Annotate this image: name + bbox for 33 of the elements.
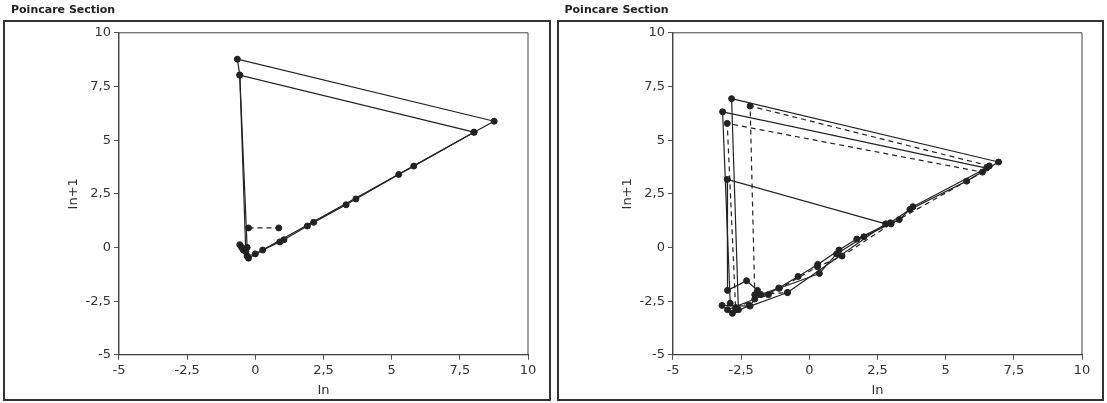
x-tick-label: -5 — [112, 361, 126, 377]
y-tick-label: -5 — [98, 346, 111, 362]
x-tick-label: 0 — [804, 361, 813, 377]
x-tick-label: 10 — [519, 361, 537, 377]
y-tick-label: 0 — [102, 238, 111, 254]
y-tick-label: 5 — [102, 131, 111, 147]
chart-title: Poincare Section — [10, 2, 117, 18]
y-tick-label: 0 — [656, 238, 665, 254]
y-tick-label: -5 — [651, 346, 665, 362]
x-tick-label: 5 — [387, 361, 396, 377]
x-tick-label: 7,5 — [1002, 361, 1024, 377]
y-tick-label: 10 — [94, 24, 111, 40]
y-tick-label: -2,5 — [639, 292, 665, 308]
x-axis-title: In — [870, 381, 884, 397]
x-tick-label: 2,5 — [866, 361, 888, 377]
x-tick-label: 10 — [1073, 361, 1090, 377]
y-tick-label: 10 — [647, 24, 665, 40]
y-tick-label: 2,5 — [643, 185, 665, 201]
x-axis-title: In — [317, 381, 330, 397]
y-axis-title: In+1 — [618, 178, 634, 210]
x-tick-label: -2,5 — [727, 361, 754, 377]
x-tick-label: 0 — [251, 361, 260, 377]
chart-title: Poincare Section — [563, 2, 670, 18]
x-tick-label: 2,5 — [313, 361, 334, 377]
x-tick-label: 7,5 — [449, 361, 471, 377]
y-tick-label: 2,5 — [90, 185, 111, 201]
y-axis-title: In+1 — [65, 178, 81, 210]
y-tick-label: 5 — [656, 131, 665, 147]
x-tick-label: -2,5 — [174, 361, 200, 377]
y-tick-label: 7,5 — [643, 77, 665, 93]
y-tick-label: -2,5 — [85, 292, 111, 308]
y-tick-label: 7,5 — [90, 77, 111, 93]
x-tick-label: 5 — [941, 361, 950, 377]
